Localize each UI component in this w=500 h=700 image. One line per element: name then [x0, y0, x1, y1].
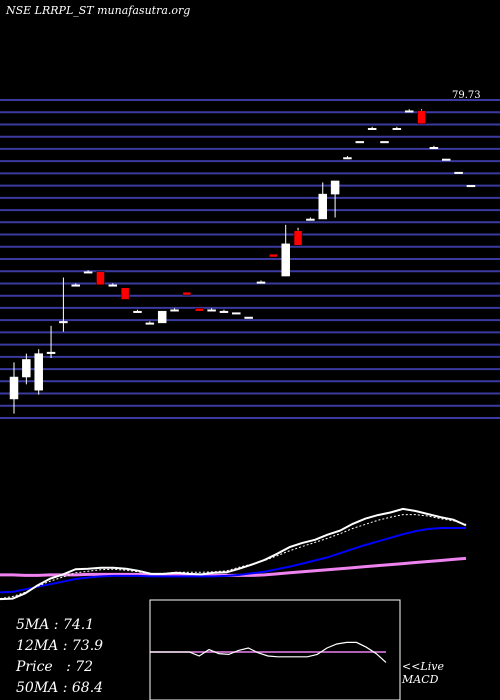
- candle-body: [367, 127, 377, 130]
- macd-title: MACD: [402, 673, 439, 686]
- candle-body: [145, 322, 155, 325]
- candle-body: [293, 230, 303, 246]
- candle-body: [256, 281, 266, 284]
- macd-line: [150, 641, 387, 663]
- candle-body: [157, 310, 167, 324]
- candle-body: [108, 284, 118, 287]
- candle-body: [22, 359, 31, 378]
- candle-body: [34, 353, 43, 391]
- candle-body: [195, 307, 204, 312]
- candle-body: [454, 171, 463, 174]
- ma5-line: [0, 507, 467, 601]
- ma12-line: [0, 514, 467, 600]
- ma20-line: [0, 527, 466, 594]
- price-readout: Price : 72: [16, 659, 94, 675]
- candle-body: [133, 310, 142, 313]
- candle-body: [404, 110, 414, 113]
- ma50-line: [0, 556, 467, 577]
- candle-body: [46, 351, 56, 354]
- macd-box: [149, 599, 401, 700]
- candle-body: [417, 110, 426, 125]
- candle-body: [442, 158, 451, 161]
- price-axis-top-label: 79.73: [452, 90, 481, 101]
- candle-body: [232, 312, 241, 315]
- candle-body: [306, 218, 315, 221]
- candle-body: [355, 141, 365, 144]
- candle-body: [429, 147, 439, 150]
- ma50-readout: 50MA : 68.4: [16, 680, 104, 696]
- candle-body: [120, 287, 130, 300]
- candle-body: [318, 193, 327, 220]
- candle-body: [207, 309, 216, 312]
- candle-body: [9, 376, 19, 400]
- candle-body: [244, 316, 253, 319]
- candle-body: [269, 253, 278, 258]
- macd-label: <<Live MACD: [402, 660, 444, 686]
- candle-body: [83, 271, 93, 274]
- candle-body: [343, 157, 352, 160]
- candle-body: [330, 180, 340, 195]
- live-link[interactable]: <<Live: [402, 660, 444, 673]
- candle-body: [466, 185, 476, 188]
- ma5-readout: 5MA : 74.1: [16, 617, 95, 633]
- candle-body: [182, 291, 192, 296]
- candle-body: [96, 271, 105, 286]
- candle-body: [392, 127, 402, 130]
- candle-body: [380, 141, 389, 144]
- candle-body: [170, 309, 179, 312]
- stats-panel: 5MA : 74.1 12MA : 73.9 Price : 72 50MA :…: [16, 615, 103, 699]
- chart-title: NSE LRRPL_ST munafasutra.org: [6, 4, 191, 17]
- candle-body: [59, 321, 68, 324]
- candle-body: [219, 310, 229, 313]
- candle-body: [71, 284, 80, 287]
- candle-body: [281, 243, 290, 277]
- ma12-readout: 12MA : 73.9: [16, 638, 104, 654]
